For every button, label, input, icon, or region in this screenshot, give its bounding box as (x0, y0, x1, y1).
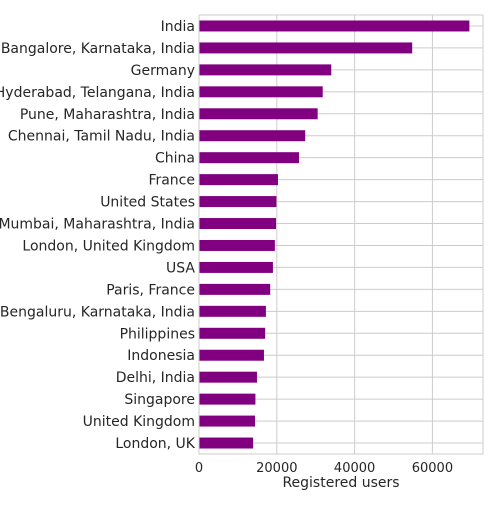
y-tick-label: Bangalore, Karnataka, India (1, 41, 195, 57)
bar (199, 349, 264, 361)
y-tick-label: London, UK (115, 436, 195, 452)
bar (199, 371, 257, 383)
y-tick-label: London, United Kingdom (22, 238, 195, 254)
y-tick-label: USA (166, 260, 195, 276)
bar (199, 218, 277, 230)
y-tick-label: Philippines (120, 326, 195, 342)
bar (199, 393, 256, 405)
x-axis-label: Registered users (282, 475, 399, 491)
bar (199, 86, 323, 98)
bar (199, 152, 299, 164)
x-tick-labels: 0 20000 40000 60000 (195, 461, 453, 476)
bar (199, 42, 413, 54)
x-tick-label: 60000 (412, 461, 453, 476)
y-tick-label: Bengaluru, Karnataka, India (0, 304, 195, 320)
bar (199, 108, 318, 120)
y-tick-label: Indonesia (127, 348, 195, 364)
bar (199, 196, 277, 208)
y-tick-label: United Kingdom (83, 414, 195, 430)
bar (199, 415, 256, 427)
y-tick-label: Chennai, Tamil Nadu, India (8, 129, 195, 145)
x-tick-label: 20000 (256, 461, 297, 476)
x-tick-label: 40000 (334, 461, 375, 476)
bar (199, 64, 332, 76)
bar (199, 327, 266, 339)
bars (199, 20, 470, 449)
plot-background (199, 15, 483, 454)
y-tick-label: Singapore (124, 392, 195, 408)
y-tick-label: Mumbai, Maharashtra, India (0, 217, 195, 233)
bar (199, 283, 271, 295)
y-tick-label: Hyderabad, Telangana, India (0, 85, 195, 101)
bar (199, 305, 266, 317)
y-tick-label: India (161, 19, 195, 35)
y-tick-label: Paris, France (106, 282, 195, 298)
y-tick-label: China (155, 151, 195, 167)
y-tick-label: Germany (131, 63, 195, 79)
bar (199, 174, 278, 186)
y-tick-label: Pune, Maharashtra, India (20, 107, 195, 123)
y-tick-labels: India Bangalore, Karnataka, India Germany H… (0, 19, 196, 452)
plot-frame (198, 14, 484, 455)
bar (199, 20, 470, 32)
bar (199, 261, 273, 273)
bar (199, 437, 254, 449)
y-tick-label: United States (100, 195, 195, 211)
bar (199, 239, 275, 251)
y-tick-label: France (148, 173, 195, 189)
bar (199, 130, 306, 142)
y-tick-label: Delhi, India (116, 370, 195, 386)
x-tick-label: 0 (195, 461, 203, 476)
